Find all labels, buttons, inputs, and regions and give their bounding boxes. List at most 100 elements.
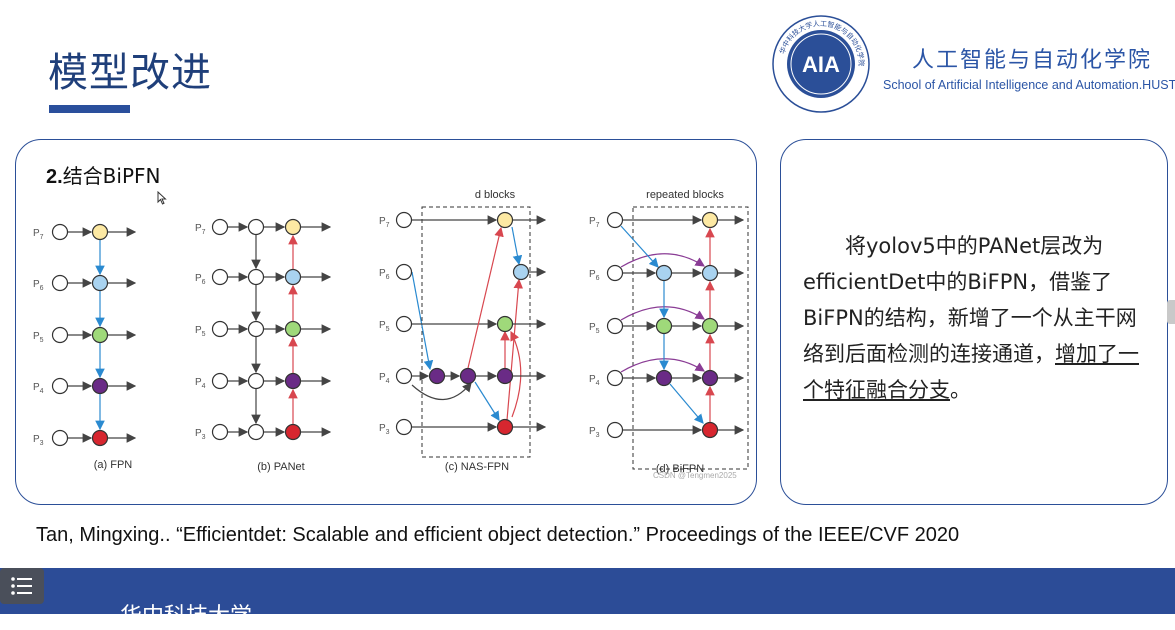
caption-bifpn: (d) BiFPN <box>656 463 704 475</box>
nasfpn-node <box>496 315 514 333</box>
bifpn-output-p5 <box>701 317 719 335</box>
panet-input-p3 <box>211 423 229 441</box>
bifpn-output-p6 <box>701 264 719 282</box>
nasfpn-edge <box>510 330 522 418</box>
bifpn-label-p5: P5 <box>589 322 600 335</box>
panet-input-p4 <box>211 372 229 390</box>
panet-output-p4 <box>284 372 302 390</box>
fpn-input-p5 <box>51 326 69 344</box>
fpn-label-p5: P5 <box>33 331 44 344</box>
school-name-cn: 人工智能与自动化学院 <box>912 48 1153 73</box>
title-underline-bar <box>49 105 130 113</box>
footer-bar <box>0 568 1175 614</box>
side-scroll-tab[interactable] <box>1167 300 1175 324</box>
description-main: 将yolov5中的PANet层改为efficientDet中的BiFPN，借鉴了… <box>803 234 1137 366</box>
bifpn-mid-p5 <box>655 317 673 335</box>
bifpn-label-p4: P4 <box>589 374 600 387</box>
menu-icon <box>11 577 32 595</box>
panet-mid-p3 <box>247 423 265 441</box>
panet-mid-p4 <box>247 372 265 390</box>
bifpn-output-p4 <box>701 369 719 387</box>
section-number: 2. <box>46 166 63 188</box>
bifpn-label-p6: P6 <box>589 269 600 282</box>
nasfpn-edge <box>411 382 472 401</box>
nasfpn-edge <box>506 278 524 421</box>
nasfpn-node <box>496 211 514 229</box>
section-heading: 2.结合BiPFN <box>46 160 161 189</box>
bifpn-block-label: repeated blocks <box>646 189 724 201</box>
fpn-label-p7: P7 <box>33 228 44 241</box>
nasfpn-label-p7: P7 <box>379 216 390 229</box>
section-heading-text: 结合BiPFN <box>62 164 161 188</box>
watermark-text: CSDN @Tengmen2025 <box>653 471 737 480</box>
description-text: 将yolov5中的PANet层改为efficientDet中的BiFPN，借鉴了… <box>803 228 1153 408</box>
nasfpn-edge <box>411 271 434 371</box>
nasfpn-label-p3: P3 <box>379 423 390 436</box>
panet-label-p7: P7 <box>195 223 206 236</box>
panet-mid-p6 <box>247 268 265 286</box>
menu-button[interactable] <box>0 568 44 604</box>
school-logo: AIA 华中科技大学人工智能与自动化学院 <box>772 15 870 113</box>
nasfpn-node <box>428 367 446 385</box>
bifpn-block-frame <box>632 206 749 470</box>
nasfpn-edge <box>511 226 523 266</box>
bifpn-mid-p6 <box>655 264 673 282</box>
fpn-input-p7 <box>51 223 69 241</box>
nasfpn-input-p4 <box>395 367 413 385</box>
nasfpn-node <box>496 418 514 436</box>
nasfpn-input-p3 <box>395 418 413 436</box>
panet-input-p7 <box>211 218 229 236</box>
nasfpn-label-p5: P5 <box>379 320 390 333</box>
panet-label-p4: P4 <box>195 377 206 390</box>
mouse-cursor-icon <box>157 191 167 205</box>
bifpn-label-p3: P3 <box>589 426 600 439</box>
bifpn-skip-edge <box>620 253 706 268</box>
fpn-label-p3: P3 <box>33 434 44 447</box>
bifpn-mid-p4 <box>655 369 673 387</box>
panet-mid-p7 <box>247 218 265 236</box>
nasfpn-label-p6: P6 <box>379 268 390 281</box>
bifpn-input-p7 <box>606 211 624 229</box>
fpn-output-p4 <box>91 377 109 395</box>
panet-label-p5: P5 <box>195 325 206 338</box>
bifpn-input-p6 <box>606 264 624 282</box>
description-highlight: 增加了一个特征融合分支 <box>803 342 1139 402</box>
bifpn-input-p3 <box>606 421 624 439</box>
nasfpn-block-frame <box>421 206 531 458</box>
reference-citation: Tan, Mingxing.. “Efficientdet: Scalable … <box>36 524 960 546</box>
caption-nasfpn: (c) NAS-FPN <box>445 461 509 473</box>
bifpn-input-p4 <box>606 369 624 387</box>
slide-title: 模型改进 <box>48 50 212 96</box>
nasfpn-node <box>512 263 530 281</box>
nasfpn-label-p4: P4 <box>379 372 390 385</box>
school-name-en: School of Artificial Intelligence and Au… <box>883 78 1175 92</box>
bifpn-topdown-edge <box>669 383 704 424</box>
panet-input-p5 <box>211 320 229 338</box>
footer-university-name: 华中科技大学 <box>120 604 253 629</box>
bifpn-input-p5 <box>606 317 624 335</box>
bifpn-topdown-edge <box>620 225 659 268</box>
text-panel <box>780 139 1168 505</box>
caption-panet: (b) PANet <box>257 461 304 473</box>
panet-output-p3 <box>284 423 302 441</box>
nasfpn-input-p7 <box>395 211 413 229</box>
bifpn-output-p3 <box>701 421 719 439</box>
logo-letters: AIA <box>802 52 840 77</box>
panet-output-p5 <box>284 320 302 338</box>
fpn-label-p4: P4 <box>33 382 44 395</box>
fpn-input-p3 <box>51 429 69 447</box>
fpn-output-p7 <box>91 223 109 241</box>
bifpn-output-p7 <box>701 211 719 229</box>
nasfpn-input-p5 <box>395 315 413 333</box>
nasfpn-node <box>496 367 514 385</box>
fpn-label-p6: P6 <box>33 279 44 292</box>
feature-network-diagram: P7 P6 P5 P4 P3 (a) FPN P7 P6 P5 P4 P3 (b) PANet d bl… <box>33 189 749 480</box>
panet-mid-p5 <box>247 320 265 338</box>
panet-label-p3: P3 <box>195 428 206 441</box>
nasfpn-input-p6 <box>395 263 413 281</box>
caption-fpn: (a) FPN <box>94 459 133 471</box>
nasfpn-edge <box>467 226 504 369</box>
panet-input-p6 <box>211 268 229 286</box>
nasfpn-node <box>459 367 477 385</box>
nasfpn-edge <box>474 381 500 422</box>
